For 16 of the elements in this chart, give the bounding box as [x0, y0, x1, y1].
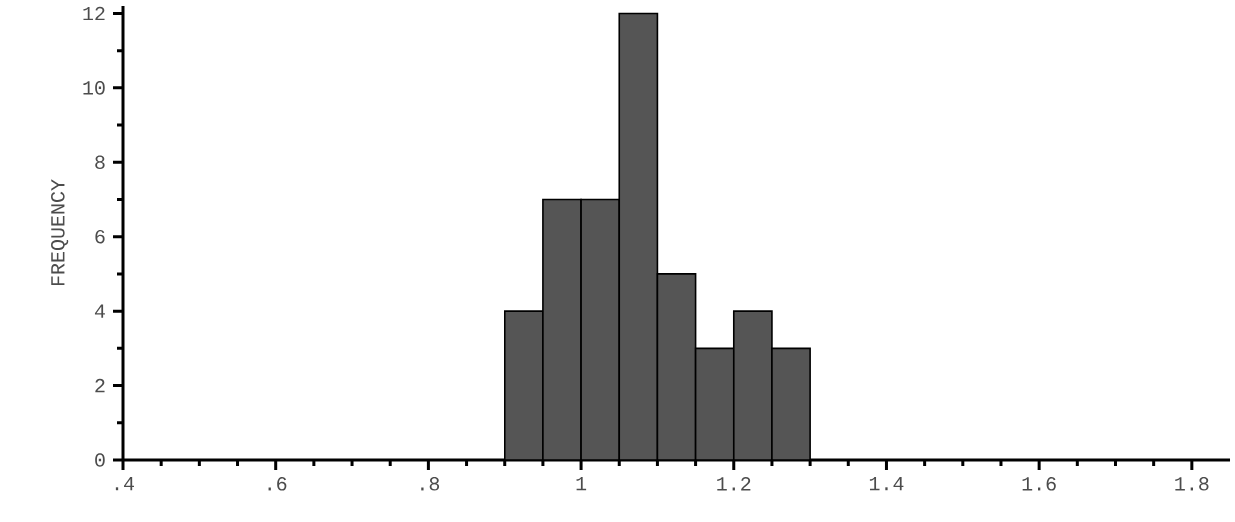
x-tick-label: 1 [576, 477, 587, 491]
x-tick-label: .4 [115, 477, 134, 491]
y-tick-label: 12 [83, 6, 105, 21]
y-tick-label: 0 [95, 453, 105, 467]
y-tick-label: 6 [95, 229, 105, 244]
y-tick-label: 4 [94, 304, 105, 318]
x-tick-label: 1.2 [717, 477, 751, 491]
x-tick-label: .8 [421, 477, 440, 491]
y-axis-title: FREQUENCY [51, 179, 69, 286]
x-tick-label: .6 [268, 477, 287, 491]
y-tick-label: 8 [95, 155, 105, 170]
x-tick-label: 1.8 [1175, 477, 1209, 491]
x-tick-label: 1.4 [869, 477, 904, 491]
y-tick-label: 2 [95, 378, 105, 393]
x-tick-label: 1.6 [1022, 477, 1056, 491]
y-tick-label: 10 [83, 81, 105, 95]
